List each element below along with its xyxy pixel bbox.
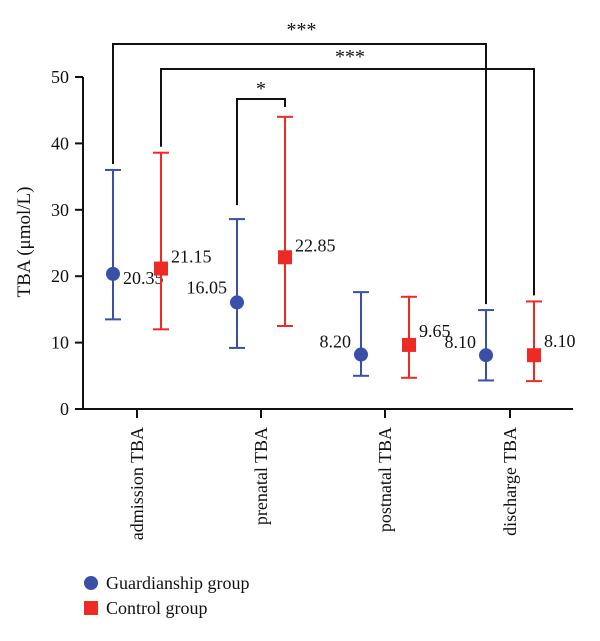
data-label: 8.10 (544, 331, 576, 351)
data-point: 22.85 (277, 115, 336, 327)
data-point: 21.15 (153, 151, 212, 331)
data-point: 8.10 (445, 309, 494, 382)
x-tick-label: admission TBA (127, 427, 147, 540)
data-label: 9.65 (419, 321, 451, 341)
data-point: 16.05 (187, 218, 245, 349)
x-tick-label: prenatal TBA (251, 427, 271, 525)
significance-brackets: ******* (112, 19, 535, 305)
data-label: 8.10 (445, 332, 477, 352)
axes: 0 10 20 30 40 50 admission TBA prenatal TBA post… (51, 67, 573, 540)
y-axis-label: TBA (μmol/L) (14, 187, 35, 298)
data-label: 21.15 (171, 247, 212, 267)
data-marker-square (527, 348, 541, 363)
data-point: 20.35 (105, 168, 164, 321)
legend-label: Guardianship group (106, 573, 249, 593)
legend-entry: Control group (84, 598, 208, 618)
data-marker-square (402, 337, 416, 352)
data-label: 8.20 (320, 332, 352, 352)
y-tick-label: 20 (51, 266, 69, 286)
legend: Guardianship group Control group (84, 573, 249, 618)
legend-entry: Guardianship group (84, 573, 249, 593)
significance-label: * (256, 78, 266, 100)
data-marker-circle (230, 295, 244, 310)
data-point: 8.20 (320, 291, 369, 377)
x-tick-label: postnatal TBA (375, 427, 395, 532)
significance-label: *** (335, 46, 365, 68)
y-tick-label: 10 (51, 333, 69, 353)
data-marker-circle (354, 347, 368, 362)
significance-bracket: *** (160, 46, 535, 296)
data-marker-circle (106, 266, 120, 281)
y-tick-label: 30 (51, 200, 69, 220)
data-label: 16.05 (187, 277, 228, 297)
significance-bracket: * (236, 78, 286, 206)
legend-marker-circle (84, 576, 98, 590)
data-marker-circle (479, 348, 493, 363)
significance-bracket: *** (112, 19, 487, 305)
data-point: 9.65 (401, 295, 451, 379)
data-label: 20.35 (123, 268, 164, 288)
bracket-line (236, 98, 286, 206)
y-tick-label: 40 (51, 133, 69, 153)
legend-label: Control group (106, 598, 208, 618)
y-tick-label: 50 (51, 67, 69, 87)
data-label: 22.85 (295, 235, 336, 255)
data-point: 8.10 (526, 300, 576, 383)
bracket-line (112, 43, 487, 305)
y-tick-label: 0 (60, 399, 69, 419)
significance-label: *** (287, 19, 317, 41)
bracket-line (160, 68, 535, 296)
data-marker-square (278, 250, 292, 265)
legend-marker-square (84, 601, 98, 615)
x-tick-label: discharge TBA (500, 427, 520, 536)
data-marker-square (154, 261, 168, 276)
